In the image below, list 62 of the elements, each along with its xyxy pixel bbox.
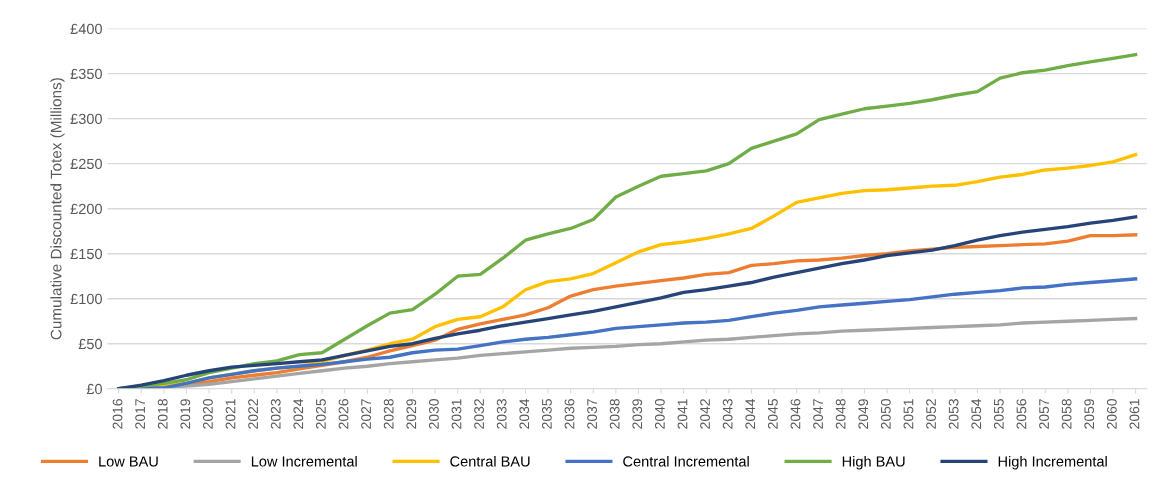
- y-tick-label: £400: [70, 23, 102, 35]
- x-tick-label: 2040: [654, 399, 665, 429]
- legend-label: Low BAU: [99, 456, 158, 467]
- y-tick-label: £250: [70, 158, 102, 170]
- x-tick-label: 2031: [451, 399, 462, 429]
- y-tick-label: £200: [70, 203, 102, 215]
- y-tick-label: £100: [70, 293, 102, 305]
- x-tick-label: 2046: [790, 399, 801, 429]
- legend-label: High BAU: [842, 455, 905, 470]
- x-tick-label: 2038: [609, 399, 620, 429]
- x-tick-label: 2018: [157, 399, 168, 429]
- x-tick-label: 2050: [880, 399, 891, 429]
- x-tick-label: 2019: [180, 399, 191, 429]
- x-tick-label: 2023: [270, 399, 281, 429]
- x-tick-label: 2054: [971, 398, 982, 429]
- x-tick-label: 2053: [948, 399, 959, 429]
- legend-label: High Incremental: [998, 455, 1107, 470]
- x-tick-label: 2051: [903, 399, 914, 429]
- x-tick-label: 2060: [1106, 399, 1117, 429]
- x-tick-label: 2047: [813, 399, 823, 429]
- x-tick-label: 2034: [519, 398, 530, 429]
- x-tick-label: 2055: [993, 399, 1004, 429]
- x-tick-label: 2057: [1039, 399, 1049, 429]
- y-tick-label: £300: [70, 113, 102, 125]
- y-tick-label: £150: [70, 248, 102, 260]
- legend-label: Central Incremental: [623, 455, 749, 467]
- x-tick-label: 2027: [361, 399, 372, 429]
- x-tick-label: 2049: [858, 399, 869, 429]
- x-tick-label: 2056: [1016, 399, 1027, 429]
- x-tick-label: 2045: [767, 399, 778, 429]
- x-tick-label: 2048: [835, 399, 846, 429]
- x-tick-label: 2016: [112, 399, 123, 429]
- x-tick-label: 2039: [632, 399, 643, 429]
- x-tick-label: 2024: [293, 398, 304, 429]
- x-tick-label: 2022: [248, 399, 259, 429]
- x-tick-label: 2058: [1061, 399, 1072, 429]
- y-axis-title: Cumulative Discounted Totex (Millions): [50, 78, 65, 340]
- y-tick-label: £350: [70, 68, 102, 80]
- x-tick-label: 2043: [722, 399, 733, 429]
- legend-label: Low Incremental: [251, 455, 357, 467]
- x-tick-label: 2035: [541, 399, 552, 429]
- x-tick-label: 2021: [225, 399, 236, 429]
- x-tick-label: 2030: [428, 399, 439, 429]
- x-tick-label: 2029: [406, 399, 417, 429]
- x-tick-label: 2044: [745, 398, 756, 429]
- x-tick-label: 2061: [1129, 399, 1140, 429]
- x-tick-label: 2033: [496, 399, 507, 429]
- y-tick-label: £50: [78, 338, 102, 350]
- x-tick-label: 2059: [1084, 399, 1095, 429]
- x-tick-label: 2041: [677, 399, 688, 429]
- x-tick-label: 2026: [338, 399, 349, 429]
- x-tick-label: 2025: [315, 399, 326, 429]
- x-tick-label: 2037: [587, 399, 597, 429]
- x-tick-label: 2032: [474, 399, 485, 429]
- x-tick-label: 2020: [203, 399, 213, 429]
- x-tick-label: 2042: [700, 399, 710, 429]
- y-tick-label: £0: [86, 383, 102, 395]
- x-tick-label: 2036: [564, 399, 575, 429]
- x-tick-label: 2028: [383, 399, 394, 429]
- x-tick-label: 2052: [926, 399, 936, 429]
- legend-label: Central BAU: [450, 455, 530, 467]
- x-tick-label: 2017: [135, 399, 146, 429]
